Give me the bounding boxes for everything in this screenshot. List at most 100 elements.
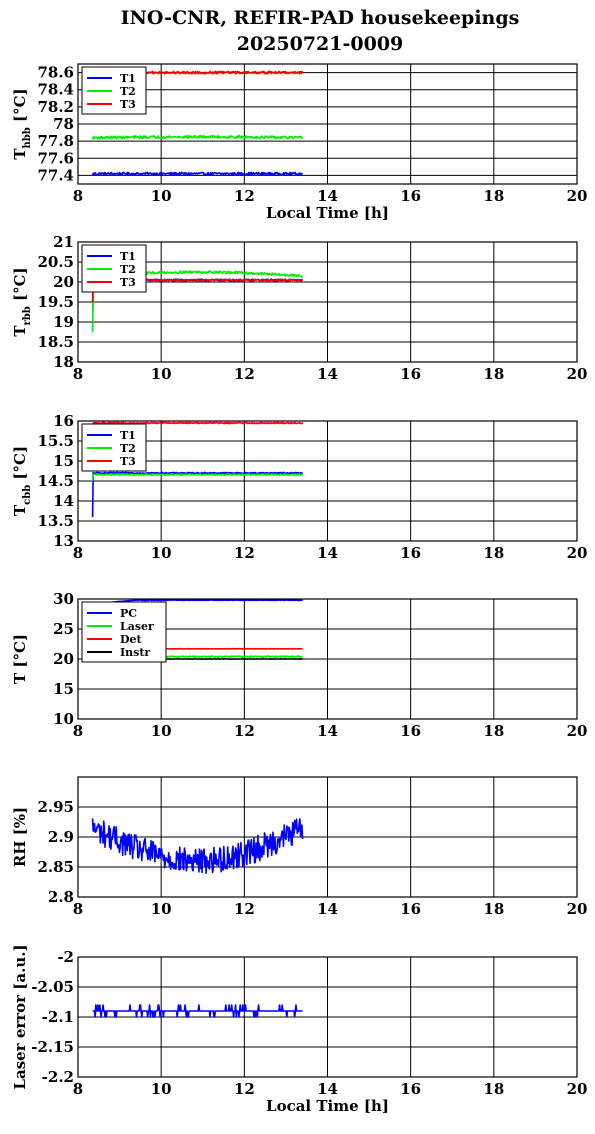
y-tick-label: 18.5 [37,333,74,351]
panel-rh: 8 10 12 14 16 18 20 2.8 2.85 2.9 2.95 RH [%] [11,776,588,918]
x-tick-label: 8 [73,900,83,918]
y-tick-label: 14 [53,492,74,510]
plot-frame [77,63,578,185]
x-ticks-temps: 8 10 12 14 16 18 20 [73,722,588,740]
y-tick-label: 77.4 [37,166,74,184]
plot-frame [77,776,578,898]
y-tick-label: -2.05 [31,978,74,996]
x-tick-label: 12 [234,900,255,918]
y-tick-label: 15 [53,680,74,698]
x-ticks-rh: 8 10 12 14 16 18 20 [73,900,588,918]
y-tick-label: 78 [53,115,74,133]
legend-entry: T3 [120,455,136,468]
x-tick-label: 16 [400,1080,421,1098]
plot-frame [77,598,578,720]
y-ticks-rbb: 18 18.5 19 19.5 20 20.5 21 [37,233,74,371]
x-tick-label: 20 [567,187,588,205]
series-line-t1 [91,471,303,518]
x-axis-label: Local Time [h] [266,204,389,222]
x-tick-label: 10 [151,722,172,740]
y-axis-label: Laser error [a.u.] [11,944,29,1089]
legend-entry: Instr [120,646,150,659]
x-tick-label: 10 [151,187,172,205]
x-tick-label: 12 [234,544,255,562]
x-tick-label: 14 [317,1080,338,1098]
x-tick-label: 8 [73,722,83,740]
x-axis-label: Local Time [h] [266,1097,389,1115]
y-tick-label: 78.2 [37,98,74,116]
x-ticks-hbb: 8 10 12 14 16 18 20 [73,187,588,205]
x-ticks-rbb: 8 10 12 14 16 18 20 [73,365,588,383]
x-tick-label: 10 [151,900,172,918]
y-tick-label: 2.85 [37,858,74,876]
series-group-rh [91,818,304,875]
legend-entry: Laser [120,620,154,633]
x-tick-label: 18 [483,900,504,918]
x-ticks-laser_err: 8 10 12 14 16 18 20 [73,1080,588,1098]
y-tick-label: 77.8 [37,132,74,150]
y-tick-label: -2.2 [42,1068,74,1086]
figure-title-line1: INO-CNR, REFIR-PAD housekeepings [121,7,520,29]
panel-laser_err: 8 10 12 14 16 18 20 -2.2 -2.15 -2.1 -2.05 -2 Local T… [11,944,587,1115]
series-line-laser_err [92,1004,303,1018]
x-tick-label: 10 [151,1080,172,1098]
legend-entry: T2 [120,85,136,98]
legend-entry: T1 [120,72,136,85]
x-tick-label: 8 [73,544,83,562]
x-tick-label: 20 [567,1080,588,1098]
y-tick-label: 20.5 [37,253,74,271]
x-ticks-cbb: 8 10 12 14 16 18 20 [73,544,588,562]
x-tick-label: 10 [151,365,172,383]
legend-entry: T2 [120,263,136,276]
plot-frame [77,420,578,542]
y-tick-label: -2.1 [42,1008,74,1026]
x-tick-label: 20 [567,900,588,918]
y-axis-label: Tcbb [°C] [11,446,33,516]
series-line-t2 [91,473,304,482]
y-axis-label: Trbb [°C] [11,267,33,336]
y-tick-label: 13 [53,532,74,550]
figure-title-line2: 20250721-0009 [237,33,404,55]
series-group-laser_err [92,1004,303,1018]
y-ticks-temps: 10 15 20 25 30 [53,590,74,728]
y-ticks-laser_err: -2.2 -2.15 -2.1 -2.05 -2 [31,948,74,1086]
y-tick-label: 21 [53,233,74,251]
y-tick-label: -2 [57,948,74,966]
x-tick-label: 18 [483,722,504,740]
y-tick-label: 20 [53,650,74,668]
y-tick-label: 14.5 [37,472,74,490]
y-tick-label: 2.8 [48,888,74,906]
x-tick-label: 20 [567,722,588,740]
x-tick-label: 18 [483,187,504,205]
x-tick-label: 16 [400,544,421,562]
y-tick-label: 16 [53,412,74,430]
x-tick-label: 12 [234,1080,255,1098]
plot-frame [77,956,578,1078]
x-tick-label: 12 [234,365,255,383]
x-tick-label: 18 [483,365,504,383]
y-tick-label: 78.4 [37,81,74,99]
y-tick-label: 78.6 [37,64,74,82]
x-tick-label: 20 [567,544,588,562]
series-line-t1 [91,171,303,176]
x-tick-label: 18 [483,544,504,562]
y-tick-label: 20 [53,273,74,291]
legend-entry: T3 [120,276,136,289]
y-tick-label: 19 [53,313,74,331]
x-tick-label: 14 [317,544,338,562]
grid-hbb [77,64,578,184]
plot-frame [77,241,578,363]
x-tick-label: 16 [400,187,421,205]
series-line-pc [92,599,303,607]
series-line-t3 [92,421,304,425]
x-tick-label: 8 [73,365,83,383]
y-tick-label: 15.5 [37,432,74,450]
panel-cbb: 8 10 12 14 16 18 20 13 13.5 14 14.5 15 15.5 16 Tcbb [°… [11,412,587,562]
legend-entry: T1 [120,429,136,442]
